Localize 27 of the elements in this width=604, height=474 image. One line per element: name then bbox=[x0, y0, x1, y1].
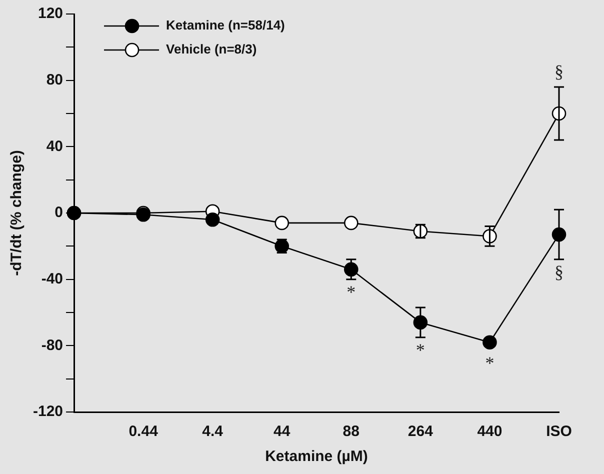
point bbox=[205, 212, 220, 227]
x-axis-title: Ketamine (µM) bbox=[265, 448, 368, 466]
y-tick-label: 120 bbox=[38, 5, 64, 22]
y-tick-label: 0 bbox=[54, 204, 64, 222]
legend-label: Ketamine (n=58/14) bbox=[166, 18, 285, 33]
y-tick-label: 40 bbox=[46, 138, 64, 155]
annotation: § bbox=[554, 62, 564, 82]
x-tick-label: 44 bbox=[274, 423, 291, 440]
x-tick-label: 264 bbox=[408, 423, 434, 440]
annotation: * bbox=[485, 353, 494, 374]
y-tick-label: -120 bbox=[32, 403, 64, 420]
y-tick-label: 80 bbox=[46, 71, 64, 88]
y-tick-label: -40 bbox=[41, 270, 64, 288]
y-tick-label: -80 bbox=[41, 336, 64, 354]
x-tick-label: 88 bbox=[342, 423, 360, 440]
point bbox=[482, 335, 497, 350]
x-tick-label: 440 bbox=[477, 423, 502, 440]
annotation: * bbox=[416, 340, 425, 360]
annotation: * bbox=[346, 282, 356, 302]
y-axis-title: -dT/dt (% change) bbox=[8, 150, 26, 276]
legend-label: Vehicle (n=8/3) bbox=[166, 42, 257, 57]
x-tick-label: 4.4 bbox=[202, 423, 224, 440]
x-tick-label: 0.44 bbox=[128, 423, 159, 440]
x-tick-label: ISO bbox=[546, 423, 572, 440]
point bbox=[344, 216, 358, 230]
annotation: § bbox=[554, 262, 564, 282]
point bbox=[274, 216, 290, 230]
